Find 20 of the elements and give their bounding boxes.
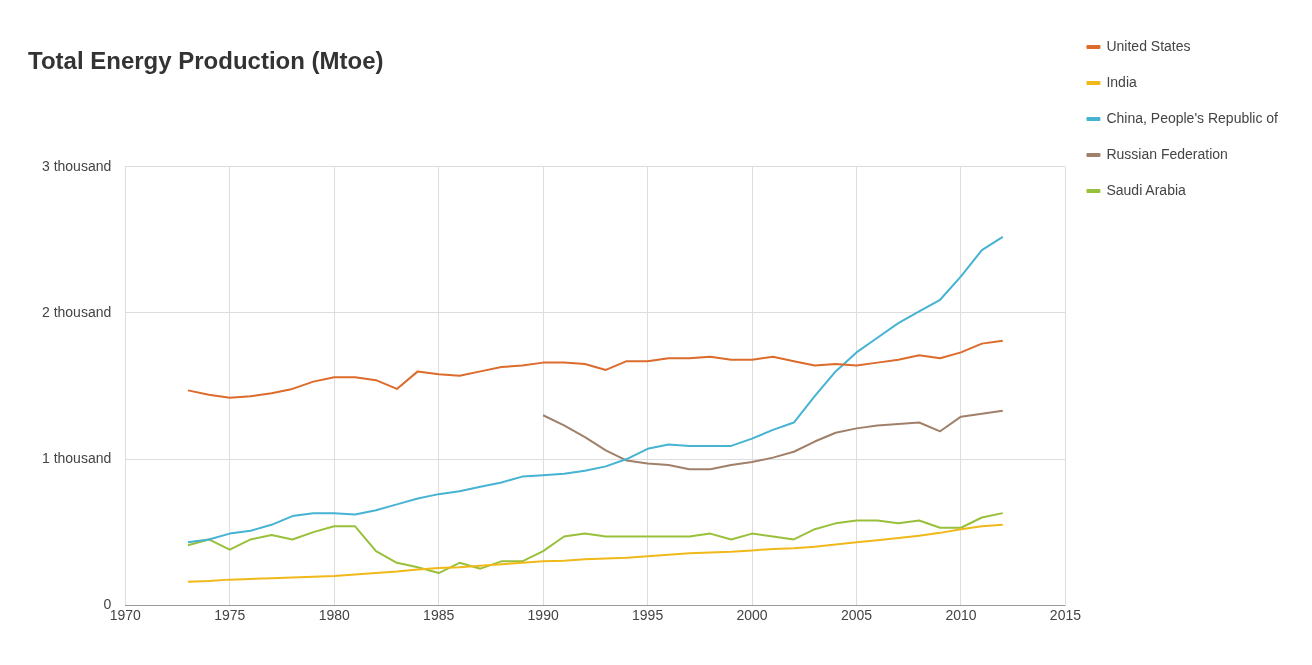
x-tick-label: 2010 xyxy=(945,607,977,624)
x-tick-label: 1990 xyxy=(527,607,559,624)
x-tick-label: 1970 xyxy=(109,607,142,624)
y-tick-label: 3 thousand xyxy=(41,157,112,174)
legend-label: United States xyxy=(1106,37,1191,54)
x-tick-label: 2015 xyxy=(1049,607,1082,624)
y-tick-label: 1 thousand xyxy=(41,449,112,466)
legend-label: India xyxy=(1106,73,1138,90)
x-tick-label: 1975 xyxy=(214,607,246,624)
x-tick-label: 2000 xyxy=(736,607,768,624)
y-tick-label: 0 xyxy=(103,596,112,613)
y-tick-label: 2 thousand xyxy=(41,303,112,320)
x-tick-label: 1980 xyxy=(318,607,350,624)
x-tick-label: 1985 xyxy=(423,607,455,624)
legend-label: Russian Federation xyxy=(1106,145,1228,162)
x-tick-label: 1995 xyxy=(632,607,664,624)
x-tick-label: 2005 xyxy=(840,607,873,624)
chart-title: Total Energy Production (Mtoe) xyxy=(28,47,384,75)
legend-label: China, People's Republic of xyxy=(1106,109,1279,126)
legend-label: Saudi Arabia xyxy=(1106,181,1187,198)
